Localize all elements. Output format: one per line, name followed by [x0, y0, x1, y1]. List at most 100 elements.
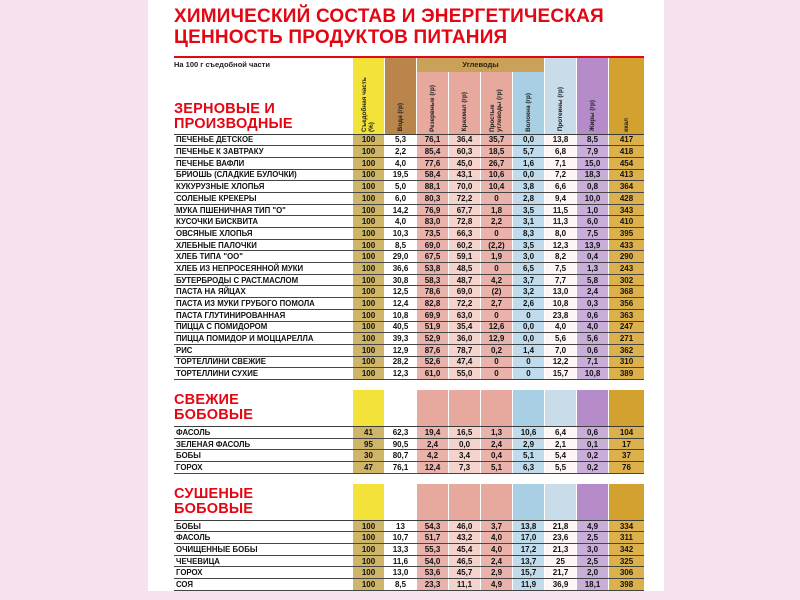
section-title-line: СВЕЖИЕ: [174, 391, 240, 408]
value-cell: 77,6: [416, 157, 448, 169]
value-cell: 72,8: [448, 216, 480, 228]
value-cell: 12,6: [480, 321, 512, 333]
value-cell: 100: [352, 228, 384, 239]
value-cell: 100: [352, 298, 384, 309]
value-cell: 43,1: [448, 169, 480, 181]
value-cell: 0,0: [512, 169, 544, 181]
value-cell: 100: [352, 146, 384, 157]
value-cell: 100: [352, 333, 384, 344]
section-header-dried-legumes: СУШЕНЫЕ БОБОВЫЕ: [174, 483, 644, 521]
value-cell: 100: [352, 239, 384, 251]
value-cell: 13,0: [544, 286, 576, 298]
value-cell: 36,9: [544, 579, 576, 590]
value-cell: 76,9: [416, 204, 448, 216]
value-cell: 0,2: [576, 462, 608, 473]
value-cell: 7,9: [576, 146, 608, 157]
value-cell: 0: [480, 228, 512, 239]
value-cell: 363: [608, 309, 644, 321]
value-cell: 100: [352, 204, 384, 216]
value-cell: 433: [608, 239, 644, 251]
value-cell: 8,5: [576, 134, 608, 146]
table-row: ПЕЧЕНЬЕ ВАФЛИ 100 4,0 77,6 45,0 26,7 1,6 7,1 15,…: [174, 157, 644, 170]
value-cell: 5,3: [384, 134, 416, 146]
value-cell: 60,2: [448, 239, 480, 251]
value-cell: 310: [608, 356, 644, 368]
value-cell: 72,2: [448, 192, 480, 204]
section-rows-dried-legumes: БОБЫ 100 13 54,3 46,0 3,7 13,8 21,8 4,9 334 ФАСОЛЬ…: [174, 520, 664, 591]
value-cell: 362: [608, 344, 644, 356]
value-cell: 364: [608, 181, 644, 192]
value-cell: 389: [608, 368, 644, 379]
col-header-simple-carbs: Простые углеводы (гр): [480, 71, 512, 134]
value-cell: 69,0: [416, 239, 448, 251]
column-band: [512, 483, 544, 520]
value-cell: 2,2: [480, 216, 512, 228]
product-name-cell: ПЕЧЕНЬЕ ДЕТСКОЕ: [174, 134, 352, 146]
value-cell: 100: [352, 555, 384, 567]
value-cell: 100: [352, 192, 384, 204]
value-cell: 2,8: [512, 192, 544, 204]
value-cell: 39,3: [384, 333, 416, 344]
value-cell: 0,8: [576, 181, 608, 192]
table-row: ХЛЕБНЫЕ ПАЛОЧКИ 100 8,5 69,0 60,2 (2,2) 3,5 12,…: [174, 239, 644, 252]
table-row: ХЛЕБ ИЗ НЕПРОСЕЯННОЙ МУКИ 100 36,6 53,8 48,5…: [174, 263, 644, 275]
product-name-cell: ПИЦЦА ПОМИДОР И МОЦЦАРЕЛЛА: [174, 333, 352, 344]
table-row: СОЛЕНЫЕ КРЕКЕРЫ 100 6,0 80,3 72,2 0 2,8 9,4 10,0…: [174, 192, 644, 205]
value-cell: 8,3: [512, 228, 544, 239]
value-cell: 3,7: [512, 274, 544, 286]
value-cell: 0: [480, 368, 512, 379]
value-cell: 2,5: [576, 532, 608, 544]
page-title-line2: ЦЕННОСТЬ ПРОДУКТОВ ПИТАНИЯ: [174, 27, 508, 49]
value-cell: 0: [480, 263, 512, 274]
value-cell: 0,0: [448, 438, 480, 450]
value-cell: 5,1: [512, 450, 544, 462]
value-cell: 0: [480, 309, 512, 321]
value-cell: 80,3: [416, 192, 448, 204]
value-cell: 3,0: [576, 544, 608, 555]
value-cell: 6,8: [544, 146, 576, 157]
value-cell: 10,8: [384, 309, 416, 321]
column-band: [416, 389, 448, 426]
value-cell: 12,9: [384, 344, 416, 356]
value-cell: 10,3: [384, 228, 416, 239]
table-row: ГОРОХ 100 13,0 53,6 45,7 2,9 15,7 21,7 2,0 306: [174, 567, 644, 580]
value-cell: 0,0: [512, 321, 544, 333]
product-name-cell: БОБЫ: [174, 520, 352, 532]
value-cell: 10,8: [576, 368, 608, 379]
value-cell: 63,0: [448, 309, 480, 321]
value-cell: 0: [512, 356, 544, 368]
section-title-line: СУШЕНЫЕ: [174, 485, 254, 502]
table-row: МУКА ПШЕНИЧНАЯ ТИП "О" 100 14,2 76,9 67,7 1,8…: [174, 204, 644, 217]
value-cell: 342: [608, 544, 644, 555]
value-cell: 58,4: [416, 169, 448, 181]
value-cell: 311: [608, 532, 644, 544]
value-cell: 76,1: [416, 134, 448, 146]
table-row: ПИЦЦА С ПОМИДОРОМ 100 40,5 51,9 35,4 12,6 0,0 4…: [174, 321, 644, 334]
product-name-cell: СОЛЕНЫЕ КРЕКЕРЫ: [174, 192, 352, 204]
value-cell: 54,0: [416, 555, 448, 567]
page-title: ХИМИЧЕСКИЙ СОСТАВ И ЭНЕРГЕТИЧЕСКАЯ ЦЕННО…: [174, 6, 664, 49]
product-name-cell: ОВСЯНЫЕ ХЛОПЬЯ: [174, 228, 352, 239]
col-header-edible-share: Съедобная часть (%): [352, 57, 384, 134]
value-cell: 100: [352, 274, 384, 286]
value-cell: 21,8: [544, 520, 576, 532]
value-cell: 2,6: [512, 298, 544, 309]
value-cell: 100: [352, 263, 384, 274]
column-band: [544, 483, 576, 520]
col-header-kcal: ккал: [608, 57, 644, 134]
table-row: ПАСТА НА ЯЙЦАХ 100 12,5 78,6 69,0 (2) 3,2 13,0 2…: [174, 286, 644, 299]
value-cell: 356: [608, 298, 644, 309]
section-header-left: СВЕЖИЕ БОБОВЫЕ: [174, 390, 352, 426]
table-row: ПАСТА ГЛУТИНИРОВАННАЯ 100 10,8 69,9 63,0 0 0 23…: [174, 309, 644, 322]
content-panel: ХИМИЧЕСКИЙ СОСТАВ И ЭНЕРГЕТИЧЕСКАЯ ЦЕННО…: [148, 0, 664, 591]
col-header-fat: Жиры (гр): [576, 57, 608, 134]
value-cell: 35,4: [448, 321, 480, 333]
value-cell: 1,3: [480, 426, 512, 438]
value-cell: 100: [352, 286, 384, 298]
table-row: СОЯ 100 8,5 23,3 11,1 4,9 11,9 36,9 18,1 398: [174, 579, 644, 591]
value-cell: 67,7: [448, 204, 480, 216]
section-title-dried-legumes: СУШЕНЫЕ БОБОВЫЕ: [174, 485, 352, 517]
section-title-line: БОБОВЫЕ: [174, 500, 254, 517]
value-cell: 5,6: [576, 333, 608, 344]
product-name-cell: ТОРТЕЛЛИНИ СВЕЖИЕ: [174, 356, 352, 368]
